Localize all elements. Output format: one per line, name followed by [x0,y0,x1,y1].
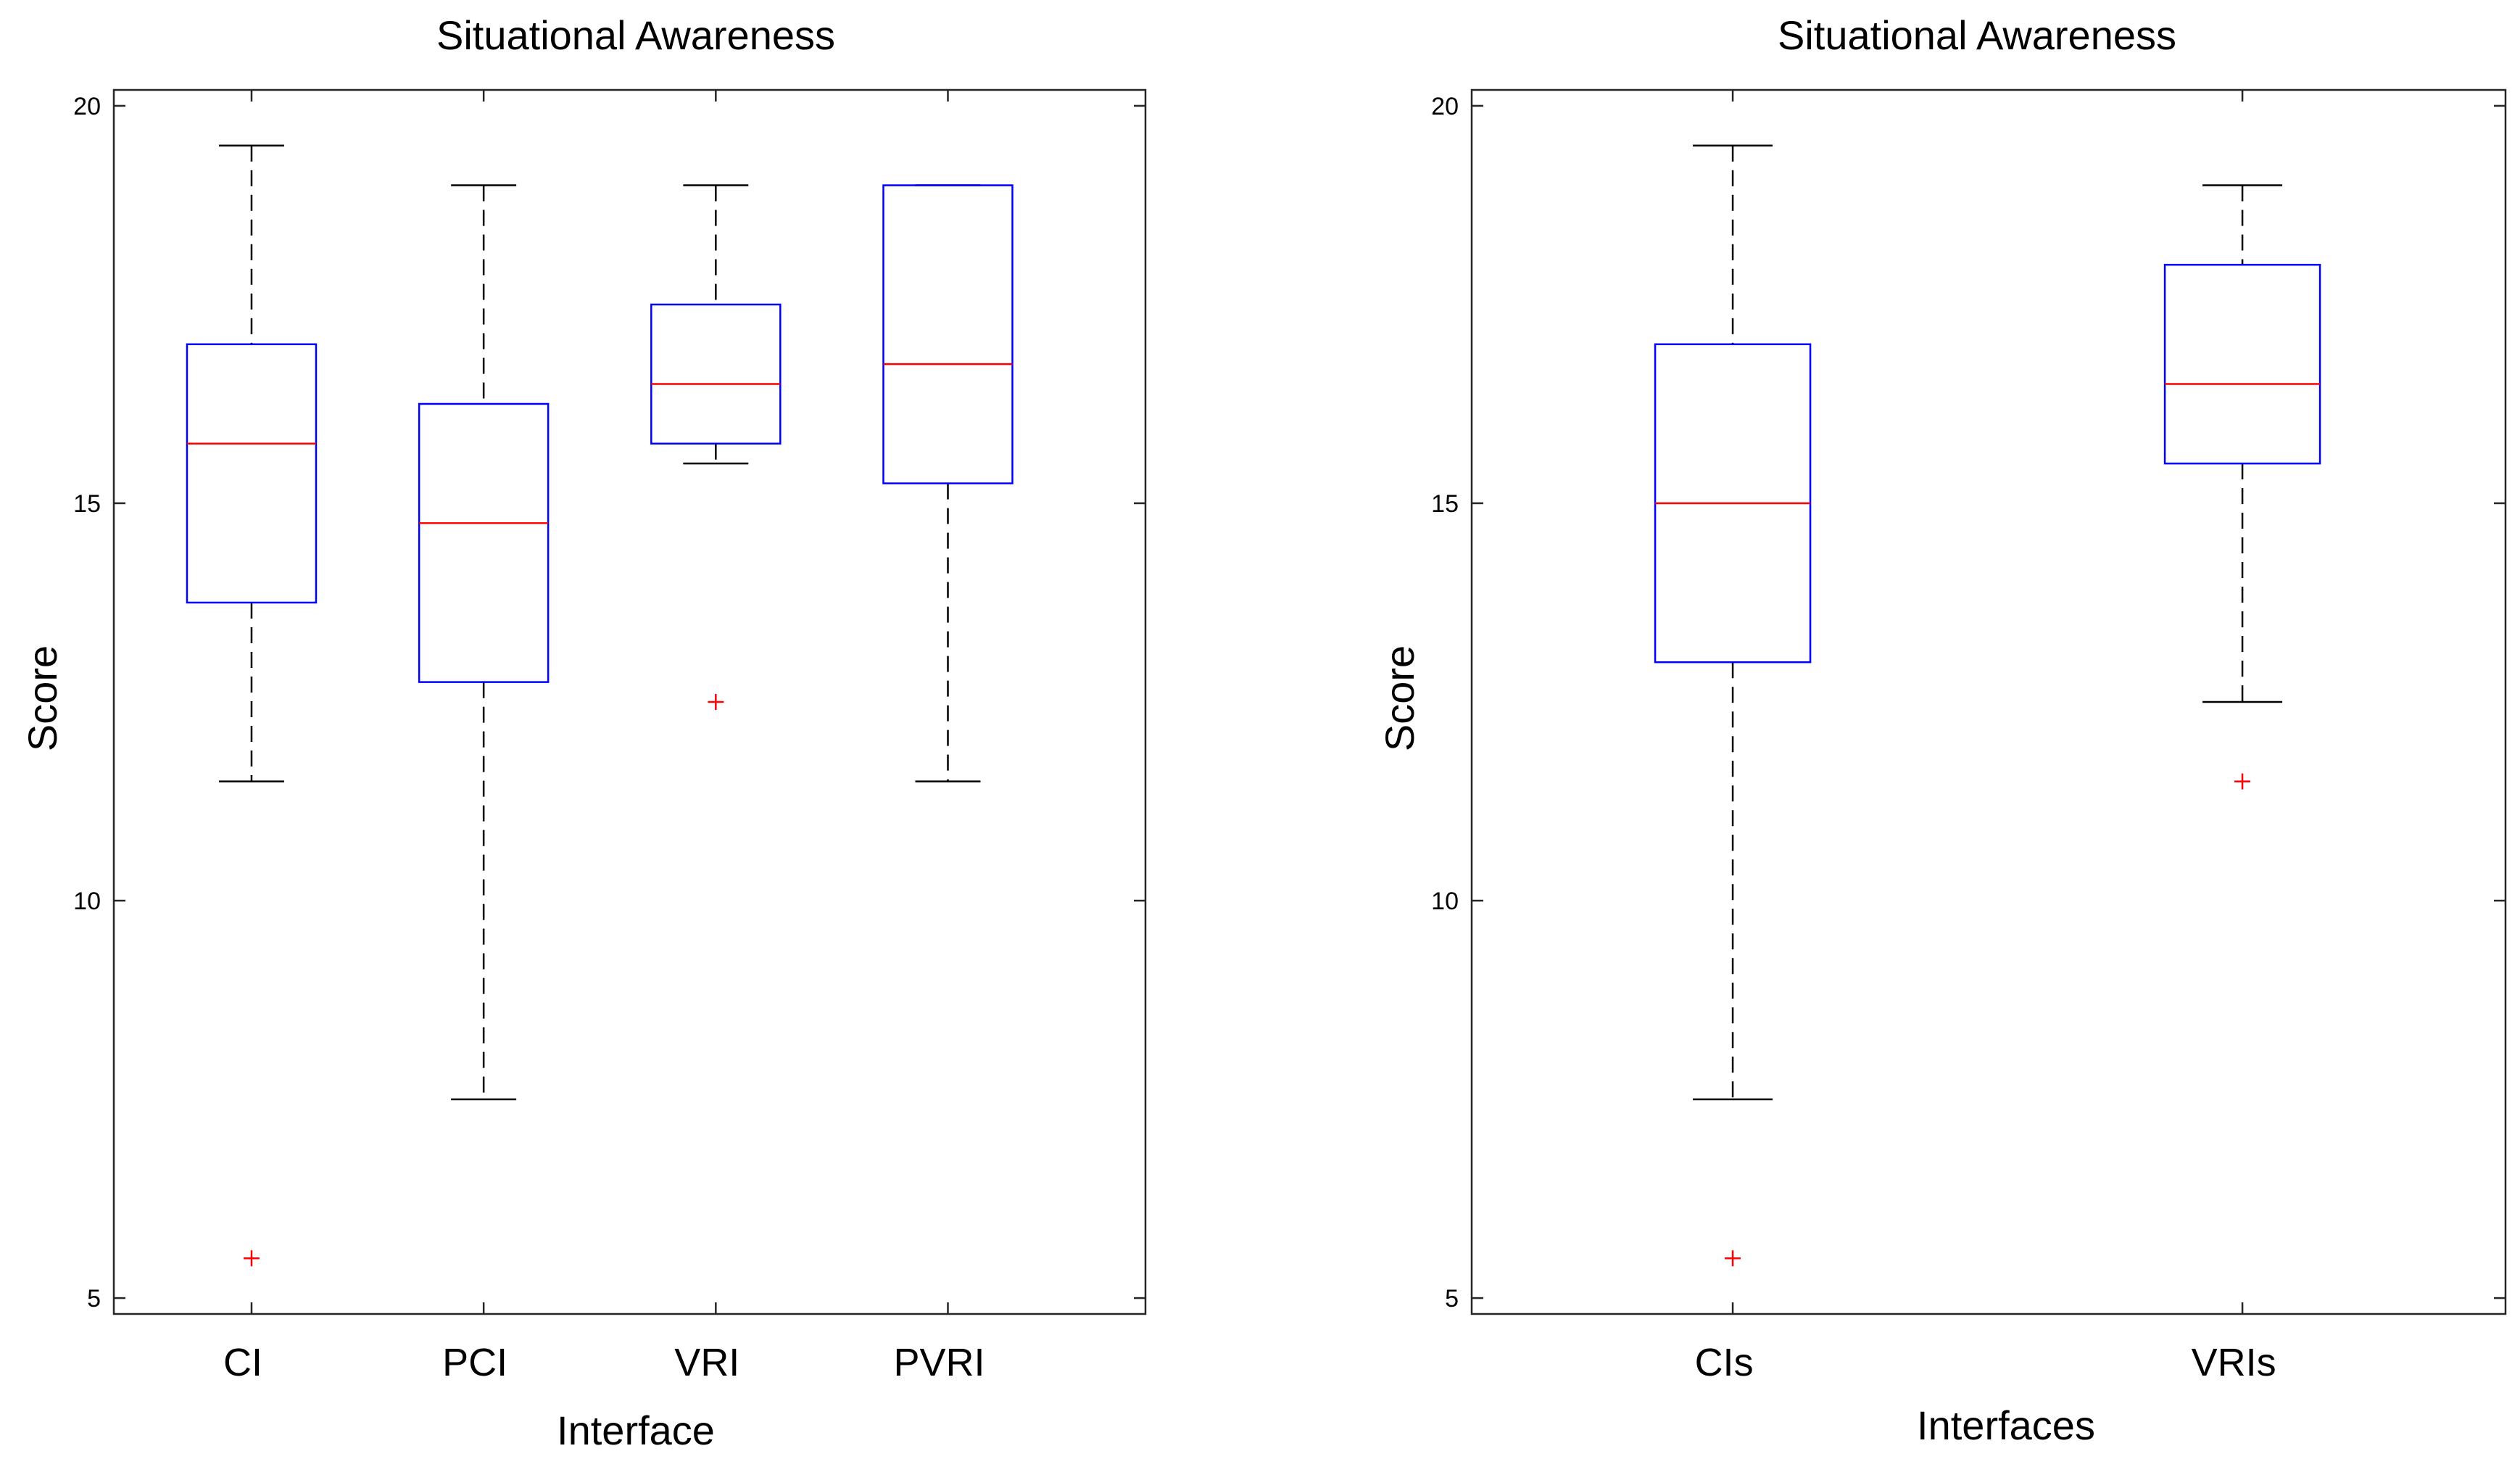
y-tick-label: 10 [73,888,101,915]
x-ticks: CI PCI VRI PVRI [223,90,985,1384]
chart-panel-right: Situational Awareness Interfaces Score 5… [1377,12,2507,1448]
y-axis-label: Score [20,645,65,751]
y-tick-label: 20 [73,93,101,120]
chart-panel-left: Situational Awareness Interface Score 5 1… [20,12,1147,1453]
plot-frame [1470,88,2507,1315]
y-ticks: 5 10 15 20 [1431,93,2506,1313]
x-ticks: CIs VRIs [1695,90,2276,1384]
outlier-marker [708,694,724,710]
y-tick-label: 15 [73,490,101,518]
chart-title: Situational Awareness [436,12,835,58]
y-tick-label: 5 [1445,1285,1459,1313]
box-cis [1654,144,1812,1267]
category-label: CIs [1695,1341,1754,1384]
y-tick-label: 5 [87,1285,101,1313]
box-pvri [882,184,1014,782]
iqr-box [186,343,318,604]
outlier-marker [243,1250,260,1267]
y-axis-label: Score [1377,645,1422,751]
box-vri [650,184,782,710]
y-tick-label: 15 [1431,490,1459,518]
outlier-marker [2234,773,2251,790]
category-label: VRIs [2192,1341,2276,1384]
category-label: VRI [674,1341,739,1384]
outlier-marker [1725,1250,1741,1267]
box-series [186,144,1014,1267]
y-tick-label: 20 [1431,93,1459,120]
iqr-box [2163,263,2321,465]
iqr-box [418,402,550,683]
box-series [1654,144,2321,1267]
category-label: PVRI [893,1341,985,1384]
iqr-box [650,303,782,445]
box-vris [2163,184,2321,790]
box-pci [418,184,550,1101]
category-label: PCI [442,1341,507,1384]
y-ticks: 5 10 15 20 [73,93,1145,1313]
box-ci [186,144,318,1267]
x-axis-label: Interfaces [1917,1402,2095,1448]
iqr-box [882,184,1014,484]
plot-frame [112,88,1147,1315]
chart-title: Situational Awareness [1778,12,2176,58]
x-axis-label: Interface [557,1408,715,1453]
category-label: CI [223,1341,262,1384]
y-tick-label: 10 [1431,888,1459,915]
